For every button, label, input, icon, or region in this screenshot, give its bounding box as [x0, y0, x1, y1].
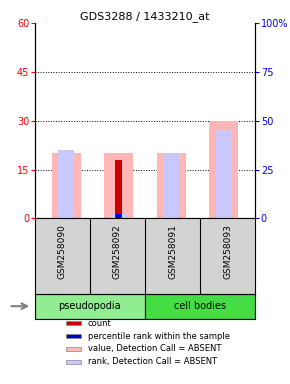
Text: GSM258090: GSM258090 [58, 224, 67, 279]
Bar [209, 121, 238, 218]
Bar [58, 150, 74, 218]
Title: GDS3288 / 1433210_at: GDS3288 / 1433210_at [80, 11, 210, 22]
Bar [66, 360, 81, 364]
Text: value, Detection Call = ABSENT: value, Detection Call = ABSENT [88, 344, 221, 353]
Bar [163, 153, 179, 218]
Text: count: count [88, 319, 111, 328]
Text: GSM258091: GSM258091 [168, 224, 177, 279]
Bar [104, 153, 133, 218]
Bar [111, 214, 127, 218]
Text: rank, Detection Call = ABSENT: rank, Detection Call = ABSENT [88, 357, 217, 366]
Bar [145, 294, 255, 319]
Text: GSM258092: GSM258092 [113, 224, 122, 279]
Bar [52, 153, 81, 218]
Bar [115, 160, 122, 218]
Bar [66, 347, 81, 351]
Bar [216, 131, 232, 218]
Bar [66, 334, 81, 338]
Bar [157, 153, 186, 218]
Bar [66, 321, 81, 325]
Text: cell bodies: cell bodies [174, 301, 226, 311]
Bar [116, 214, 122, 218]
Text: GSM258093: GSM258093 [223, 224, 232, 279]
Text: percentile rank within the sample: percentile rank within the sample [88, 331, 230, 341]
Bar [35, 294, 145, 319]
Text: pseudopodia: pseudopodia [59, 301, 121, 311]
